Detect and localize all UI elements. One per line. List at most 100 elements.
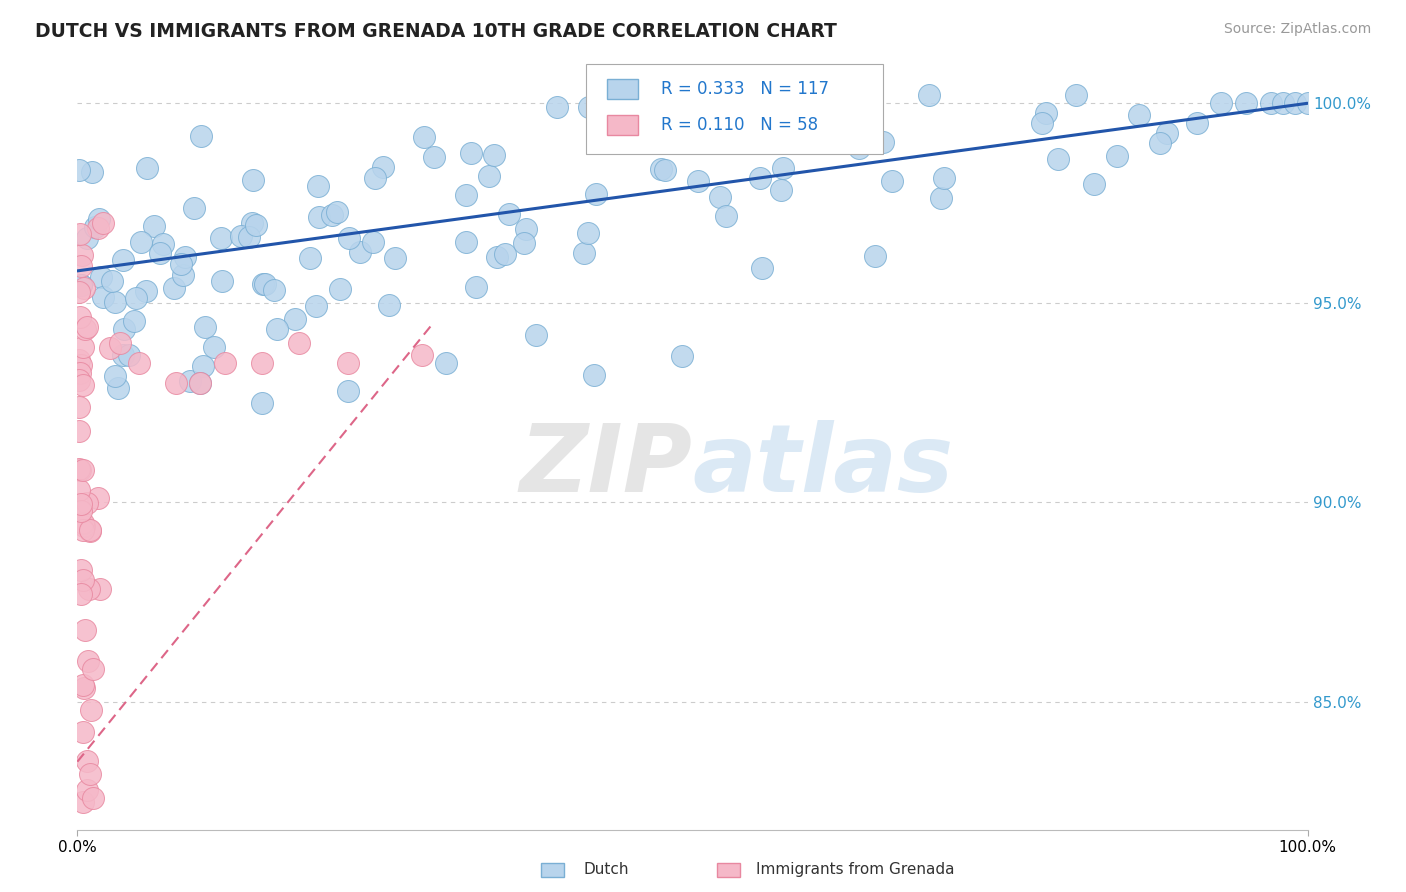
Point <box>80 703 103 717</box>
Point <box>76 320 98 334</box>
Point <box>72 248 94 262</box>
Point <box>337 384 360 398</box>
Point <box>73 681 96 696</box>
Point <box>1296 96 1319 111</box>
Point <box>709 190 731 204</box>
Point <box>69 504 91 518</box>
Point <box>349 245 371 260</box>
Point <box>209 231 232 245</box>
Point <box>654 162 676 177</box>
Point <box>676 122 699 136</box>
Point <box>880 174 903 188</box>
Point <box>1272 96 1295 111</box>
Point <box>1234 96 1257 111</box>
Point <box>254 277 277 291</box>
Point <box>1284 96 1306 111</box>
Text: R = 0.333   N = 117: R = 0.333 N = 117 <box>661 80 828 98</box>
Point <box>76 231 98 245</box>
Point <box>585 187 607 202</box>
Point <box>93 290 115 304</box>
Point <box>498 207 520 221</box>
Point <box>929 191 952 205</box>
Point <box>686 174 709 188</box>
Point <box>91 216 114 230</box>
Point <box>456 235 478 250</box>
Point <box>72 523 94 537</box>
Point <box>769 183 792 197</box>
Point <box>72 678 94 692</box>
Point <box>70 259 93 273</box>
Point <box>170 257 193 271</box>
Point <box>284 312 307 326</box>
Point <box>859 123 882 137</box>
Point <box>69 310 91 324</box>
Text: Dutch: Dutch <box>583 863 628 877</box>
Point <box>73 322 96 336</box>
Point <box>70 587 93 601</box>
Point <box>298 252 321 266</box>
Point <box>526 328 548 343</box>
Point <box>112 253 135 268</box>
Point <box>865 249 887 263</box>
Point <box>1083 177 1105 191</box>
Point <box>172 268 194 282</box>
Point <box>67 462 90 476</box>
Point <box>112 322 135 336</box>
Point <box>143 219 166 233</box>
Point <box>67 373 90 387</box>
Point <box>72 795 94 809</box>
Point <box>363 235 385 250</box>
Point <box>412 130 434 145</box>
Point <box>104 294 127 309</box>
Point <box>152 236 174 251</box>
Point <box>73 281 96 295</box>
Point <box>308 211 330 225</box>
Point <box>1211 96 1233 111</box>
Point <box>69 227 91 241</box>
Point <box>1064 88 1087 103</box>
Point <box>90 269 112 284</box>
Point <box>191 359 214 374</box>
Point <box>288 335 311 350</box>
Point <box>329 282 352 296</box>
Point <box>149 245 172 260</box>
Point <box>76 754 98 768</box>
Point <box>67 352 90 367</box>
Point <box>337 356 360 370</box>
Point <box>676 128 699 143</box>
Point <box>70 497 93 511</box>
Point <box>89 582 111 597</box>
Point <box>194 320 217 334</box>
Point <box>250 395 273 409</box>
Point <box>72 377 94 392</box>
Point <box>79 766 101 780</box>
Point <box>454 187 477 202</box>
Point <box>1156 126 1178 140</box>
Point <box>574 246 596 260</box>
Point <box>67 401 90 415</box>
Point <box>751 260 773 275</box>
Point <box>165 376 187 390</box>
Point <box>872 136 894 150</box>
Point <box>578 100 600 114</box>
Point <box>1149 136 1171 151</box>
Point <box>67 285 90 299</box>
Text: DUTCH VS IMMIGRANTS FROM GRENADA 10TH GRADE CORRELATION CHART: DUTCH VS IMMIGRANTS FROM GRENADA 10TH GR… <box>35 22 837 41</box>
Point <box>252 277 274 291</box>
Point <box>422 149 444 163</box>
Point <box>477 169 499 183</box>
Point <box>67 483 90 498</box>
Point <box>70 278 93 293</box>
Point <box>77 654 100 668</box>
Point <box>378 298 401 312</box>
Text: atlas: atlas <box>693 419 953 512</box>
Point <box>72 340 94 354</box>
Point <box>1185 116 1208 130</box>
Point <box>72 463 94 477</box>
Point <box>87 221 110 235</box>
Point <box>515 222 537 236</box>
Point <box>122 314 145 328</box>
Point <box>183 201 205 215</box>
Point <box>179 374 201 388</box>
Point <box>229 229 252 244</box>
